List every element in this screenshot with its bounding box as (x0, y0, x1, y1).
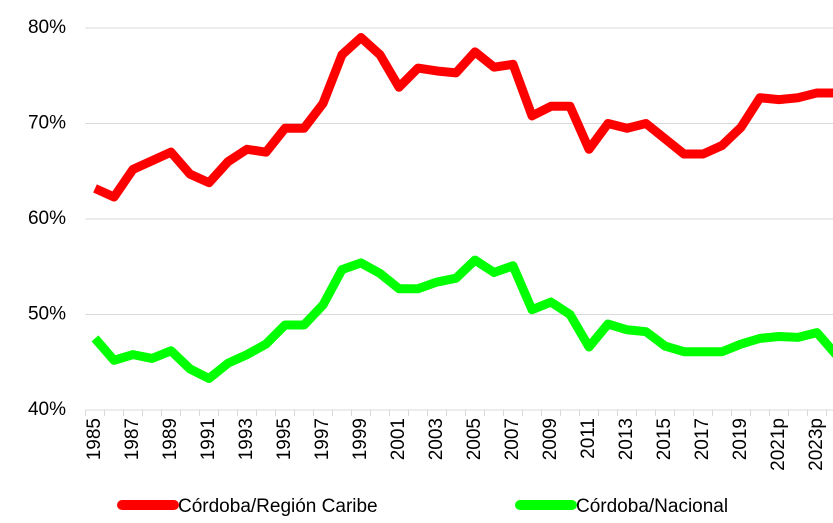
series-line (91, 255, 833, 383)
y-tick-label: 60% (28, 208, 66, 229)
y-tick-label: 70% (28, 113, 66, 134)
series-line (93, 33, 833, 202)
x-tick-label: 2019 (730, 418, 751, 460)
x-tick-label: 2017 (692, 418, 713, 460)
x-tick-label: 2005 (464, 418, 485, 460)
y-tick-label: 80% (28, 17, 66, 38)
x-tick-label: 2013 (616, 418, 637, 460)
x-tick-label: 1993 (236, 418, 257, 460)
x-tick-label: 2011 (578, 418, 599, 459)
x-tick-label: 1987 (122, 418, 143, 460)
x-tick-label: 2023p (806, 418, 827, 471)
y-tick-label: 40% (28, 399, 66, 420)
x-tick-label: 1985 (84, 418, 105, 460)
x-tick-label: 2021p (768, 418, 789, 471)
x-tick-label: 1991 (198, 418, 219, 460)
x-tick-label: 2009 (540, 418, 561, 460)
x-tick-label: 1999 (350, 418, 371, 460)
x-tick-label: 2001 (388, 418, 409, 460)
x-tick-label: 1995 (274, 418, 295, 460)
x-tick-label: 1989 (160, 418, 181, 460)
legend-label: Córdoba/Nacional (576, 496, 728, 517)
y-tick-label: 50% (28, 304, 66, 325)
x-tick-label: 1997 (312, 418, 333, 460)
x-tick-label: 2007 (502, 418, 523, 460)
x-tick-label: 2003 (426, 418, 447, 460)
x-tick-label: 2015 (654, 418, 675, 460)
legend-label: Córdoba/Región Caribe (178, 496, 378, 517)
